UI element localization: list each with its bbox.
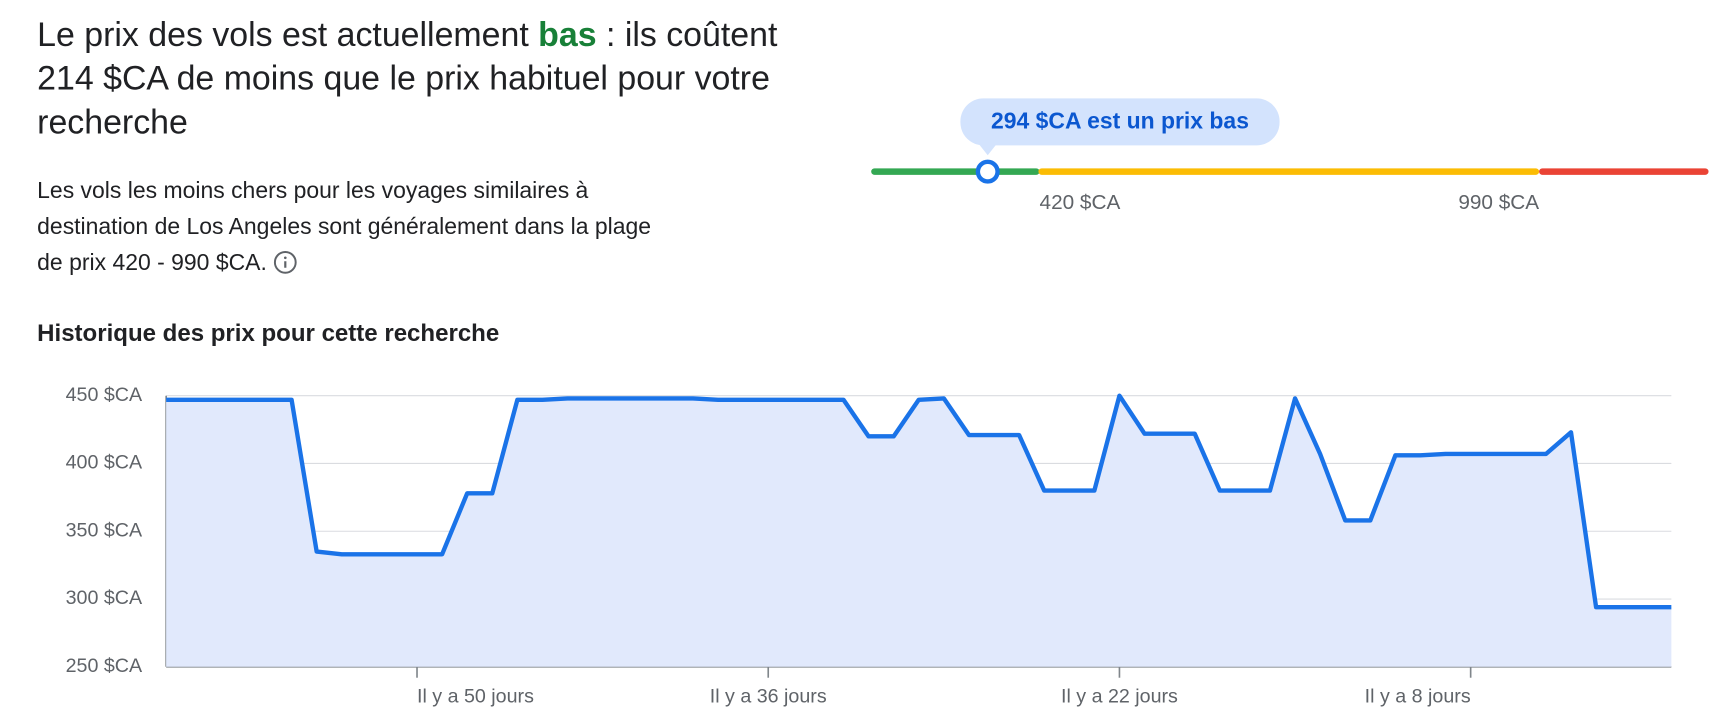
y-tick-label: 350 $CA [66,519,143,541]
x-tick-label: Il y a 8 jours [1365,686,1471,708]
gauge-label: 420 $CA [1040,191,1121,214]
gauge-label: 990 $CA [1458,191,1539,214]
chart-title: Historique des prix pour cette recherche [37,320,499,347]
y-tick-label: 400 $CA [66,452,143,474]
headline: Le prix des vols est actuellement bas : … [37,13,802,144]
headline-text: : ils coûtent 214 $CA de moins que le pr… [37,15,778,142]
headline-highlight: bas [538,15,597,54]
headline-text: Le prix des vols est actuellement [37,15,539,54]
description: Les vols les moins chers pour les voyage… [37,173,682,281]
y-tick-label: 450 $CA [66,384,143,406]
tooltip-pointer [978,144,997,156]
y-tick-label: 250 $CA [66,655,143,677]
description-text: Les vols les moins chers pour les voyage… [37,178,652,276]
y-tick-label: 300 $CA [66,587,143,609]
tooltip-bubble [960,98,1280,146]
x-tick-label: Il y a 50 jours [417,686,534,708]
x-tick-label: Il y a 22 jours [1061,686,1178,708]
price-line [166,393,1672,610]
area [166,395,1672,667]
x-tick-label: Il y a 36 jours [710,686,827,708]
tooltip-text: 294 $CA est un prix bas [991,107,1249,133]
gauge-marker [975,159,1000,184]
info-icon[interactable] [273,250,297,274]
